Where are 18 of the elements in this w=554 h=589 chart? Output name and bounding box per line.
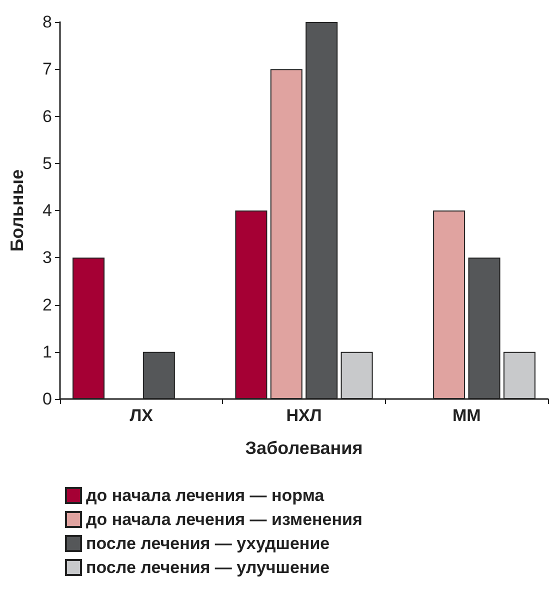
legend-label: после лечения — улучшение [86,558,330,577]
x-axis-title: Заболевания [245,438,363,458]
x-tick-label: НХЛ [286,406,322,425]
legend-label: до начала лечения — норма [86,486,325,505]
y-tick-label: 3 [42,248,52,268]
legend-label: до начала лечения — изменения [86,510,362,529]
y-tick-label: 5 [42,154,52,173]
y-tick-label: 4 [42,201,52,220]
x-tick-label: ЛХ [130,406,154,425]
y-tick-label: 6 [42,106,52,126]
x-tick-label: ММ [452,406,481,425]
legend-label: после лечения — ухудшение [86,534,330,553]
y-tick-label: 2 [42,295,52,314]
y-tick-label: 8 [42,12,52,32]
y-axis-title: Больные [7,169,27,252]
y-tick-label: 7 [42,60,52,79]
y-tick-label: 0 [42,390,52,408]
y-tick-label: 1 [42,342,52,362]
